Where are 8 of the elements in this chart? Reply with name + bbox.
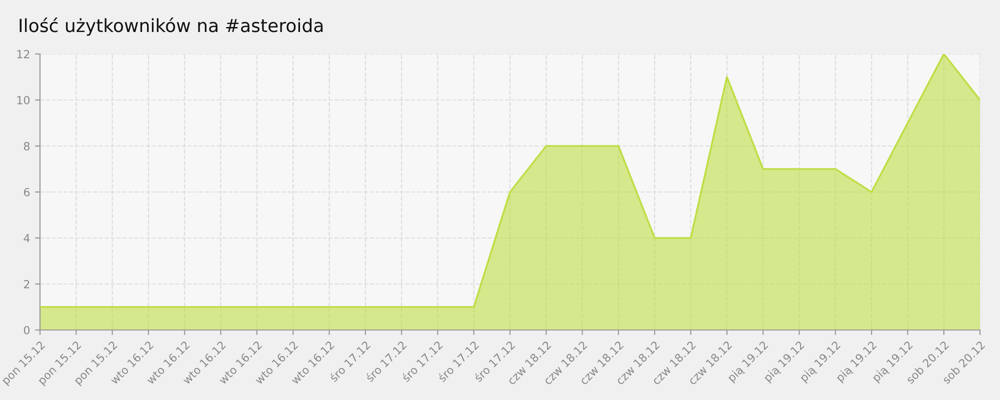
y-tick-label: 6 [24,188,30,196]
y-tick-label: 0 [24,326,30,334]
y-tick-label: 12 [17,50,30,58]
y-tick-label: 4 [24,234,30,242]
y-tick-label: 2 [24,280,30,288]
y-tick-label: 10 [17,96,30,104]
chart-title: Ilość użytkowników na #asteroida [20,18,323,36]
y-tick-label: 8 [24,142,30,150]
